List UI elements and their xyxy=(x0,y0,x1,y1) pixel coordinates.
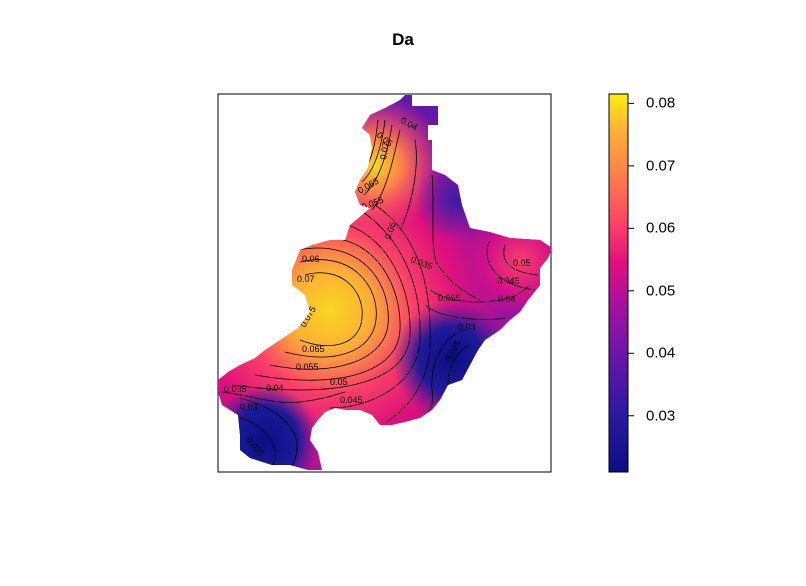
contour-lines xyxy=(221,119,539,469)
contour-label: 0.07 xyxy=(297,274,315,284)
contour-label: 0.06 xyxy=(302,254,320,264)
contour-label: 0.035 xyxy=(224,384,247,394)
colorbar-tick-label: 0.07 xyxy=(646,157,676,175)
contour-label: 0.045 xyxy=(340,395,363,405)
contour-label: 0.04 xyxy=(498,294,516,304)
contour-label: 0.05 xyxy=(330,377,348,387)
colorbar-tick-label: 0.05 xyxy=(646,282,676,300)
colorbar-tick-label: 0.03 xyxy=(646,407,676,425)
contour-label: 0.045 xyxy=(497,276,520,286)
colorbar-tick-label: 0.08 xyxy=(646,94,676,112)
colorbar xyxy=(608,93,629,473)
contour-label: 0.07 xyxy=(378,141,391,160)
contour-label: 0.03 xyxy=(458,322,476,332)
contour-label: 0.04 xyxy=(266,383,284,393)
contour-label: 0.055 xyxy=(438,293,461,303)
contour-label: 0.05 xyxy=(513,258,531,268)
contour-label: 0.055 xyxy=(296,362,319,372)
colorbar-tick-label: 0.06 xyxy=(646,219,676,237)
contour-label: 0.03 xyxy=(240,402,258,412)
colorbar-tick-label: 0.04 xyxy=(646,344,676,362)
plot-title: Da xyxy=(392,30,414,49)
contour-label: 0.065 xyxy=(302,344,325,354)
colorbar-ticks xyxy=(628,102,634,417)
